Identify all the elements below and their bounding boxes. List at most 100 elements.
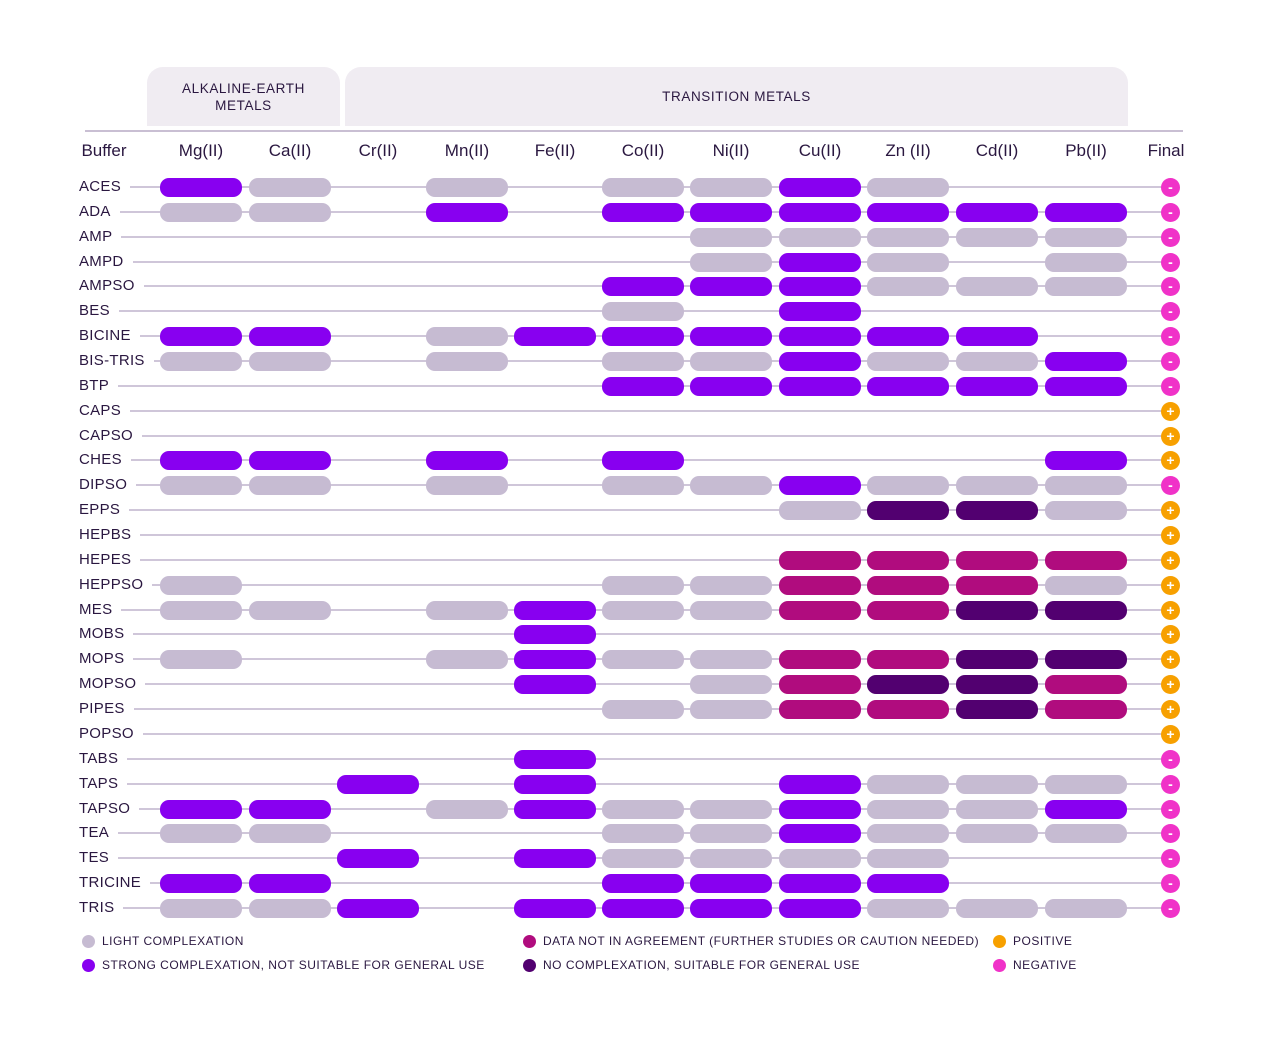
buffer-label: BES	[79, 302, 119, 321]
cell-pill	[602, 824, 684, 844]
negative-icon: -	[1161, 202, 1180, 222]
cell-pill	[602, 799, 684, 819]
table-row: CAPSO +	[0, 424, 1280, 448]
cell-pill	[1045, 476, 1127, 496]
cell-pill	[690, 202, 772, 222]
cell-pill	[602, 575, 684, 595]
legend-item: LIGHT COMPLEXATION	[82, 934, 244, 948]
column-header: Fe(II)	[534, 141, 576, 160]
cell-pill	[1045, 824, 1127, 844]
cell-pill	[956, 327, 1038, 347]
table-row: TEA -	[0, 821, 1280, 845]
cell-pill	[779, 202, 861, 222]
cell-pill	[160, 650, 242, 670]
cell-pill	[956, 774, 1038, 794]
table-row: AMPSO -	[0, 274, 1280, 298]
legend-item: NO COMPLEXATION, SUITABLE FOR GENERAL US…	[523, 958, 860, 972]
cell-pill	[1045, 898, 1127, 918]
row-line	[85, 633, 1165, 636]
buffer-label: TAPS	[79, 774, 128, 793]
row-line	[85, 260, 1165, 263]
column-header: Cr(II)	[358, 141, 398, 160]
group-header-alkaline-earth: ALKALINE-EARTH METALS	[147, 67, 340, 126]
buffer-label: HEPES	[79, 550, 141, 569]
cell-pill	[956, 675, 1038, 695]
cell-pill	[337, 849, 419, 869]
cell-pill	[956, 650, 1038, 670]
negative-icon: -	[1161, 774, 1180, 794]
cell-pill	[249, 824, 331, 844]
cell-pill	[779, 898, 861, 918]
positive-icon: +	[1161, 451, 1180, 471]
cell-pill	[249, 327, 331, 347]
cell-pill	[956, 376, 1038, 396]
cell-pill	[956, 202, 1038, 222]
cell-pill	[779, 799, 861, 819]
buffer-label: TEA	[79, 824, 119, 843]
cell-pill	[1045, 227, 1127, 247]
cell-pill	[779, 824, 861, 844]
cell-pill	[514, 327, 596, 347]
cell-pill	[602, 874, 684, 894]
positive-icon: +	[1161, 501, 1180, 521]
cell-pill	[690, 675, 772, 695]
row-line	[85, 509, 1165, 512]
table-row: CHES +	[0, 448, 1280, 472]
table-row: TAPSO -	[0, 797, 1280, 821]
row-line	[85, 534, 1165, 537]
cell-pill	[1045, 700, 1127, 720]
cell-pill	[426, 476, 508, 496]
cell-pill	[1045, 352, 1127, 372]
buffer-label: MES	[79, 600, 122, 619]
cell-pill	[1045, 575, 1127, 595]
cell-pill	[690, 252, 772, 272]
cell-pill	[956, 352, 1038, 372]
buffer-label: TRIS	[79, 898, 124, 917]
cell-pill	[690, 799, 772, 819]
buffer-label: TABS	[79, 749, 128, 768]
cell-pill	[956, 227, 1038, 247]
negative-icon: -	[1161, 227, 1180, 247]
cell-pill	[867, 874, 949, 894]
cell-pill	[690, 476, 772, 496]
cell-pill	[426, 799, 508, 819]
cell-pill	[602, 178, 684, 197]
cell-pill	[956, 700, 1038, 720]
buffer-label: TES	[79, 849, 119, 868]
group-header-transition: TRANSITION METALS	[345, 67, 1128, 126]
positive-icon: +	[1161, 426, 1180, 446]
cell-pill	[160, 451, 242, 471]
positive-icon: +	[1161, 575, 1180, 595]
cell-pill	[867, 277, 949, 297]
cell-pill	[867, 327, 949, 347]
negative-icon: -	[1161, 178, 1180, 197]
buffer-label: AMPD	[79, 252, 133, 271]
cell-pill	[867, 600, 949, 620]
row-line	[85, 757, 1165, 760]
negative-icon: -	[1161, 252, 1180, 272]
table-row: HEPBS +	[0, 523, 1280, 547]
cell-pill	[690, 327, 772, 347]
cell-pill	[249, 874, 331, 894]
buffer-label: CHES	[79, 451, 131, 470]
cell-pill	[426, 650, 508, 670]
cell-pill	[690, 227, 772, 247]
buffer-label: ACES	[79, 178, 131, 196]
negative-icon: -	[1161, 376, 1180, 396]
table-row: MOBS +	[0, 622, 1280, 646]
cell-pill	[602, 600, 684, 620]
cell-pill	[160, 327, 242, 347]
cell-pill	[249, 451, 331, 471]
cell-pill	[426, 202, 508, 222]
cell-pill	[1045, 650, 1127, 670]
legend-label: NEGATIVE	[1013, 958, 1077, 972]
cell-pill	[867, 799, 949, 819]
row-line	[85, 782, 1165, 785]
row-line	[85, 235, 1165, 238]
buffer-label: PIPES	[79, 700, 134, 719]
cell-pill	[602, 650, 684, 670]
cell-pill	[160, 178, 242, 197]
table-row: PIPES +	[0, 697, 1280, 721]
cell-pill	[1045, 774, 1127, 794]
